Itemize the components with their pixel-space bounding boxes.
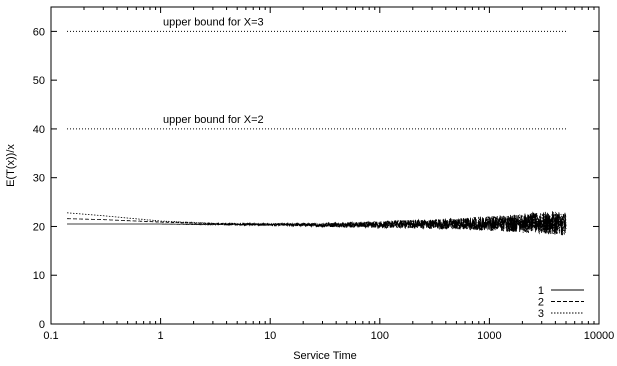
y-axis-ticks: 0 10 20 30 40 50 60 bbox=[33, 26, 599, 331]
y-tick-label: 40 bbox=[33, 124, 45, 136]
series-line-3 bbox=[66, 211, 567, 236]
legend-label: 2 bbox=[538, 297, 544, 309]
y-tick-label: 10 bbox=[33, 270, 45, 282]
y-tick-label: 60 bbox=[33, 26, 45, 38]
plot-frame bbox=[50, 6, 600, 325]
y-tick-label: 0 bbox=[39, 319, 45, 331]
x-axis-title: Service Time bbox=[293, 350, 357, 362]
legend-label: 1 bbox=[538, 285, 544, 297]
x-axis-ticks: 0.1 1 10 100 1000 10000 bbox=[43, 7, 614, 342]
legend: 123 bbox=[538, 285, 584, 320]
y-tick-label: 30 bbox=[33, 173, 45, 185]
upper-bound-label: upper bound for X=2 bbox=[163, 114, 264, 126]
legend-label: 3 bbox=[538, 308, 544, 320]
x-tick-label: 1 bbox=[158, 330, 164, 342]
y-axis-title: E(T(x))/x bbox=[5, 144, 17, 187]
reference-lines: upper bound for X=3 upper bound for X=2 bbox=[67, 16, 567, 130]
y-tick-label: 50 bbox=[33, 75, 45, 87]
x-tick-label: 1000 bbox=[477, 330, 501, 342]
series-layer bbox=[66, 211, 567, 236]
series-line-2 bbox=[67, 212, 567, 236]
x-tick-label: 10 bbox=[264, 330, 276, 342]
x-tick-label: 100 bbox=[371, 330, 389, 342]
x-tick-label: 10000 bbox=[584, 330, 615, 342]
x-tick-label: 0.1 bbox=[43, 330, 58, 342]
upper-bound-label: upper bound for X=3 bbox=[163, 16, 264, 28]
y-tick-label: 20 bbox=[33, 221, 45, 233]
